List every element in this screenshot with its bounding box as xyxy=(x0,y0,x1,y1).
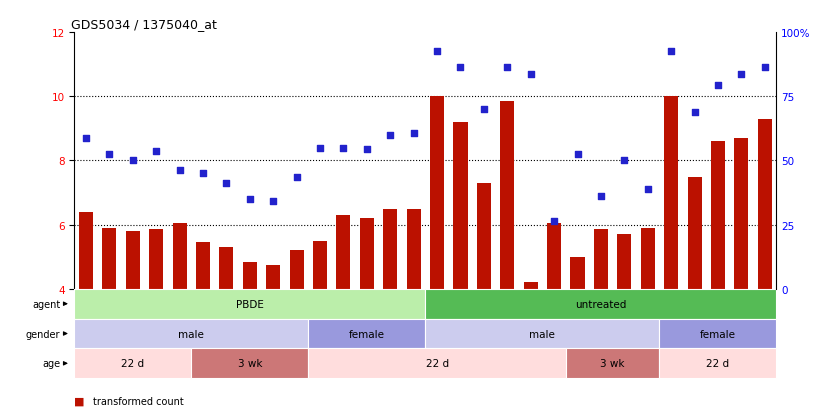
Text: female: female xyxy=(700,329,736,339)
Point xyxy=(501,65,514,71)
Bar xyxy=(196,243,210,289)
Point xyxy=(407,131,420,137)
Bar xyxy=(308,319,425,349)
Bar xyxy=(734,139,748,289)
Bar xyxy=(406,209,420,289)
Text: GDS5034 / 1375040_at: GDS5034 / 1375040_at xyxy=(71,17,216,31)
Point xyxy=(243,196,256,203)
Text: gender: gender xyxy=(26,329,60,339)
Bar xyxy=(383,209,397,289)
Bar xyxy=(687,177,701,289)
Point xyxy=(337,145,350,152)
Bar xyxy=(524,282,538,289)
Point xyxy=(267,198,280,204)
Bar xyxy=(425,289,776,319)
Bar xyxy=(220,247,234,289)
Bar xyxy=(313,241,327,289)
Text: transformed count: transformed count xyxy=(93,396,183,406)
Bar xyxy=(566,349,659,378)
Text: PBDE: PBDE xyxy=(236,299,263,309)
Point xyxy=(220,180,233,187)
Bar xyxy=(617,235,631,289)
Point xyxy=(360,147,373,153)
Point xyxy=(734,71,748,78)
Bar xyxy=(571,257,585,289)
Point xyxy=(454,65,468,71)
Point xyxy=(150,148,163,155)
Point xyxy=(102,152,116,158)
Bar xyxy=(126,231,140,289)
Point xyxy=(430,49,444,55)
Text: 22 d: 22 d xyxy=(706,358,729,368)
Text: 3 wk: 3 wk xyxy=(601,358,624,368)
Point xyxy=(548,218,561,225)
Point xyxy=(571,152,584,158)
Bar xyxy=(453,123,468,289)
Bar xyxy=(74,349,192,378)
Bar xyxy=(102,228,116,289)
Bar xyxy=(594,230,608,289)
Bar xyxy=(425,319,659,349)
Point xyxy=(711,83,724,89)
Bar xyxy=(659,319,776,349)
Bar xyxy=(290,251,304,289)
Point xyxy=(290,174,303,180)
Point xyxy=(314,145,327,152)
Point xyxy=(758,65,771,71)
Text: male: male xyxy=(178,329,204,339)
Point xyxy=(688,110,701,116)
Bar xyxy=(74,289,425,319)
Bar xyxy=(477,183,491,289)
Point xyxy=(79,135,93,142)
Bar xyxy=(192,349,308,378)
Bar xyxy=(430,97,444,289)
Bar xyxy=(664,97,678,289)
Bar xyxy=(173,223,187,289)
Point xyxy=(126,158,140,164)
Text: untreated: untreated xyxy=(575,299,627,309)
Point xyxy=(524,71,537,78)
Bar xyxy=(659,349,776,378)
Point xyxy=(173,167,186,174)
Text: 3 wk: 3 wk xyxy=(238,358,262,368)
Bar xyxy=(757,119,771,289)
Text: male: male xyxy=(529,329,555,339)
Bar xyxy=(360,219,374,289)
Text: ■: ■ xyxy=(74,396,85,406)
Bar xyxy=(547,223,561,289)
Text: age: age xyxy=(42,358,60,368)
Text: 22 d: 22 d xyxy=(425,358,449,368)
Bar xyxy=(74,319,308,349)
Text: agent: agent xyxy=(32,299,60,309)
Bar xyxy=(711,142,725,289)
Text: female: female xyxy=(349,329,385,339)
Point xyxy=(641,187,654,193)
Point xyxy=(618,158,631,164)
Bar xyxy=(501,102,515,289)
Point xyxy=(197,171,210,177)
Bar xyxy=(266,265,280,289)
Bar xyxy=(308,349,566,378)
Bar xyxy=(79,212,93,289)
Bar xyxy=(641,228,655,289)
Bar xyxy=(336,216,350,289)
Text: 22 d: 22 d xyxy=(121,358,145,368)
Bar xyxy=(243,262,257,289)
Bar xyxy=(150,230,164,289)
Point xyxy=(383,132,396,139)
Point xyxy=(594,193,607,199)
Point xyxy=(664,49,677,55)
Point xyxy=(477,107,491,113)
